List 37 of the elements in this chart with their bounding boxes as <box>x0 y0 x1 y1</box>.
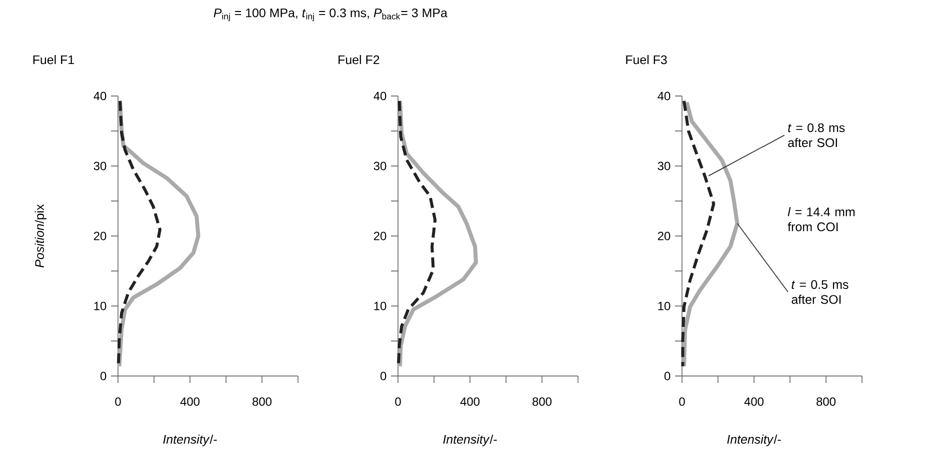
x-axis-title: Intensity/- <box>727 434 781 446</box>
x-tick-label: 400 <box>460 397 480 406</box>
y-tick-label: 30 <box>94 162 106 170</box>
x-tick-label: 800 <box>816 397 836 406</box>
line-series <box>682 100 740 368</box>
x-tick-label: 0 <box>679 397 685 406</box>
y-tick-label: 20 <box>658 232 670 240</box>
y-tick-label: 0 <box>664 372 670 380</box>
x-tick-label: 0 <box>395 397 401 406</box>
chart-title: Fuel F2 <box>338 55 380 64</box>
y-axis-title: Position/pix <box>34 204 46 268</box>
x-axis-title: Intensity/- <box>443 434 497 446</box>
y-tick-label: 40 <box>658 92 670 100</box>
annotation: t = 0.8 ms after SOI <box>788 123 845 148</box>
y-tick-label: 30 <box>658 162 670 170</box>
x-tick-label: 800 <box>532 397 552 406</box>
y-tick-label: 20 <box>374 232 386 240</box>
annotation: t = 0.5 ms after SOI <box>792 280 848 304</box>
y-tick-label: 20 <box>94 232 106 240</box>
annotation: l = 14.4 mm from COI <box>788 207 855 232</box>
x-tick-label: 400 <box>744 397 764 406</box>
x-tick-label: 800 <box>252 397 272 406</box>
line-series <box>681 99 716 368</box>
y-tick-label: 40 <box>94 92 106 100</box>
y-tick-label: 10 <box>374 302 386 310</box>
x-tick-label: 0 <box>115 397 121 406</box>
y-tick-label: 0 <box>380 372 386 380</box>
y-tick-label: 40 <box>374 92 386 100</box>
text: P$_{inj}$ = 100 MPa, t$_{inj}$ = 0.3 ms, P$_{back}$= 3 MPa <box>214 8 448 22</box>
x-tick-label: 400 <box>180 397 200 406</box>
y-tick-label: 0 <box>100 372 106 380</box>
y-tick-label: 10 <box>658 302 670 310</box>
chart-title: Fuel F3 <box>626 55 667 64</box>
y-tick-label: 10 <box>94 302 106 310</box>
chart-title: Fuel F1 <box>33 55 74 64</box>
y-tick-label: 30 <box>374 162 386 170</box>
x-axis-title: Intensity/- <box>163 434 217 446</box>
